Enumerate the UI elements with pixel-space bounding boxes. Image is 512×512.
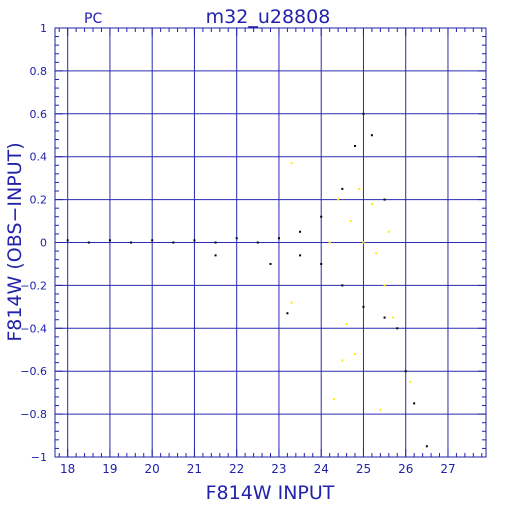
y-tick-label: 0.6	[30, 108, 48, 121]
data-point	[108, 239, 111, 242]
data-point	[299, 254, 302, 257]
x-tick-label: 27	[440, 462, 455, 476]
data-point	[358, 187, 361, 190]
data-point	[328, 241, 331, 244]
data-point	[379, 408, 382, 411]
data-point	[290, 301, 293, 304]
data-point	[345, 323, 348, 326]
x-tick-label: 19	[102, 462, 117, 476]
data-point	[290, 162, 293, 165]
data-point	[214, 241, 217, 244]
y-tick-label: 0	[40, 237, 47, 250]
data-point	[413, 402, 416, 405]
data-point	[349, 220, 352, 223]
y-axis-label: F814W (OBS−INPUT)	[4, 142, 26, 341]
x-tick-label: 22	[229, 462, 244, 476]
tick-labels: 18 19 20 21 22 23 24 25 26 27 −1 −0.8 −0.6 −0.4 −0.2 0 0…	[20, 22, 455, 476]
data-point	[269, 262, 272, 265]
data-point	[362, 241, 365, 244]
x-tick-label: 26	[398, 462, 413, 476]
data-point	[370, 134, 373, 137]
plot-grid	[55, 28, 486, 457]
axis-ticks	[55, 27, 486, 458]
data-point	[362, 112, 365, 115]
data-point	[256, 241, 259, 244]
data-point	[383, 316, 386, 319]
data-point	[387, 230, 390, 233]
data-point	[383, 198, 386, 201]
data-point	[193, 239, 196, 242]
data-point	[425, 445, 428, 448]
data-point	[341, 359, 344, 362]
x-tick-label: 18	[60, 462, 75, 476]
data-point	[299, 230, 302, 233]
detector-label: PC	[84, 11, 102, 27]
data-point	[370, 202, 373, 205]
data-point	[66, 239, 69, 242]
data-point	[408, 380, 411, 383]
y-tick-label: −0.8	[20, 408, 47, 421]
y-tick-label: 0.2	[30, 194, 48, 207]
data-point	[354, 144, 357, 147]
data-point	[375, 252, 378, 255]
x-tick-label: 24	[314, 462, 329, 476]
data-point	[235, 237, 238, 240]
y-tick-label: 0.8	[30, 65, 48, 78]
data-point	[383, 284, 386, 287]
data-point	[362, 305, 365, 308]
data-points	[66, 112, 428, 448]
plot-title: m32_u28808	[206, 6, 331, 28]
x-axis-label: F814W INPUT	[206, 482, 335, 504]
series-points	[290, 162, 411, 411]
data-point	[332, 398, 335, 401]
data-point	[392, 316, 395, 319]
y-tick-label: −1	[31, 451, 47, 464]
data-point	[354, 353, 357, 356]
data-point	[151, 239, 154, 242]
data-point	[214, 254, 217, 257]
data-point	[277, 237, 280, 240]
data-point	[396, 327, 399, 330]
x-tick-label: 21	[187, 462, 202, 476]
x-tick-label: 25	[356, 462, 371, 476]
y-tick-label: −0.4	[20, 322, 47, 335]
data-point	[130, 241, 133, 244]
data-point	[320, 262, 323, 265]
x-tick-label: 23	[271, 462, 286, 476]
data-point	[286, 312, 289, 315]
series-points	[66, 112, 428, 448]
data-point	[320, 215, 323, 218]
y-tick-label: 0.4	[30, 151, 48, 164]
data-point	[341, 284, 344, 287]
data-point	[337, 198, 340, 201]
x-tick-label: 20	[145, 462, 160, 476]
data-point	[87, 241, 90, 244]
y-tick-label: −0.2	[20, 279, 47, 292]
data-point	[404, 370, 407, 373]
y-tick-label: −0.6	[20, 365, 47, 378]
data-point	[341, 187, 344, 190]
data-point	[172, 241, 175, 244]
y-tick-label: 1	[40, 22, 47, 35]
